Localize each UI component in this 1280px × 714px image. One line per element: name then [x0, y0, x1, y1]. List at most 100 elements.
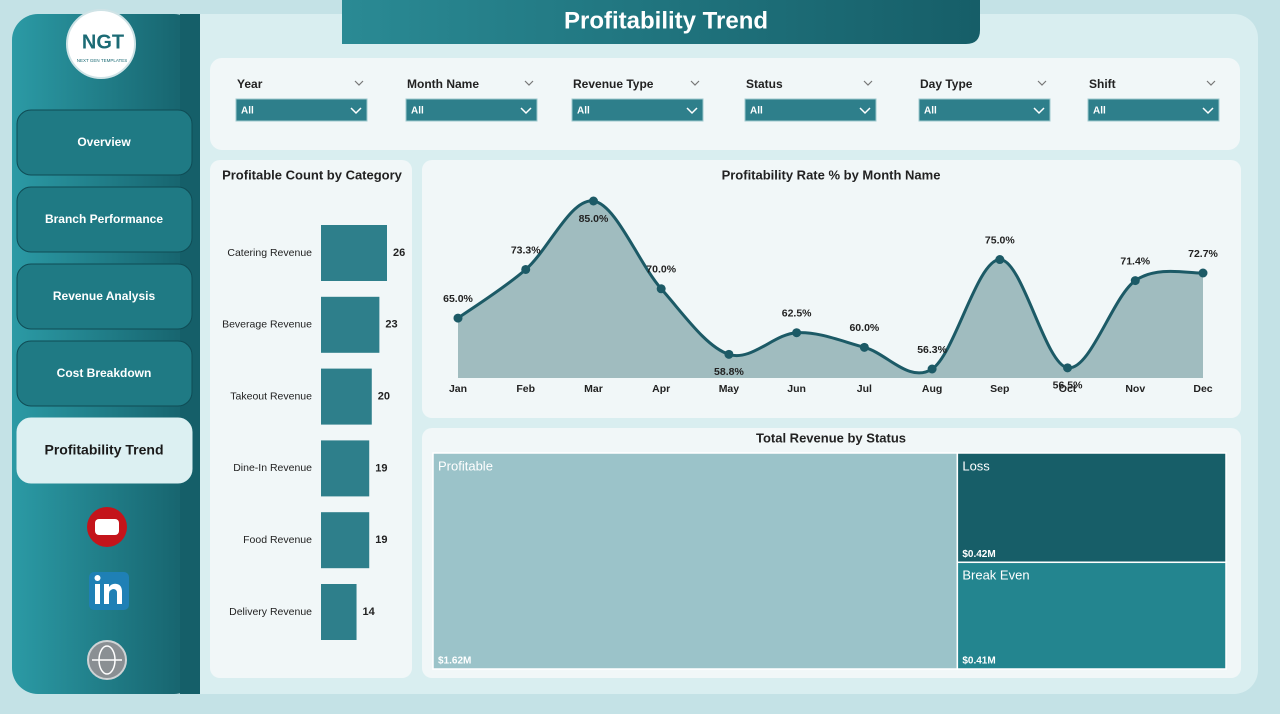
filter-dropdown[interactable] [918, 98, 1051, 122]
header-tab [342, 0, 980, 44]
filter-panel [210, 58, 1240, 150]
filter-chevron [1037, 80, 1047, 86]
data-label: 56.5% [1053, 380, 1083, 392]
point [656, 284, 666, 294]
category-label: Dine-In Revenue [233, 462, 312, 474]
x-tick-label: Nov [1125, 383, 1145, 395]
treemap-tile [432, 452, 959, 670]
tile-value: $1.62M [438, 656, 471, 667]
area [458, 200, 1203, 378]
point [724, 349, 734, 359]
x-tick-label: Dec [1193, 383, 1212, 395]
point [1130, 276, 1140, 286]
filter-value[interactable]: All [577, 106, 590, 117]
filter-dropdown[interactable] [405, 98, 538, 122]
point [521, 264, 531, 274]
filter-dropdown[interactable] [744, 98, 877, 122]
treemap-tile [956, 452, 1227, 564]
nav-label[interactable]: Cost Breakdown [57, 366, 152, 380]
filter-label: Shift [1089, 77, 1116, 91]
x-tick-label: Feb [516, 383, 535, 395]
x-tick-label: Aug [922, 383, 942, 395]
point [927, 364, 937, 374]
filter-label: Status [746, 77, 783, 91]
bar [321, 584, 357, 640]
filter-value[interactable]: All [1093, 106, 1106, 117]
nav-button[interactable] [16, 340, 193, 407]
point [588, 196, 598, 206]
filter-label: Revenue Type [573, 77, 654, 91]
linkedin-icon-dot [94, 575, 101, 581]
chart-title: Profitable Count by Category [222, 167, 403, 182]
point [995, 255, 1005, 265]
filter-dropdown[interactable] [1087, 98, 1220, 122]
nav-button[interactable] [16, 109, 193, 176]
point [1063, 363, 1073, 373]
data-label: 72.7% [1188, 248, 1218, 260]
filter-chevron [863, 80, 873, 86]
data-label: 19 [375, 534, 387, 546]
filter-value[interactable]: All [924, 106, 937, 117]
bar [321, 368, 372, 425]
nav-button[interactable] [16, 417, 193, 484]
x-tick-label: May [719, 383, 740, 395]
filter-chevron [1206, 80, 1216, 86]
nav-button[interactable] [16, 186, 193, 253]
filter-dropdown[interactable] [571, 98, 704, 122]
nav-button[interactable] [16, 263, 193, 330]
tile-label: Profitable [438, 458, 493, 473]
nav-label[interactable]: Profitability Trend [44, 442, 163, 458]
filter-value[interactable]: All [411, 106, 424, 117]
x-tick-label: Apr [652, 383, 670, 395]
page-title: Profitability Trend [564, 7, 768, 34]
bar [321, 296, 380, 353]
nav-label[interactable]: Overview [77, 135, 131, 149]
logo [66, 9, 136, 79]
data-label: 85.0% [579, 213, 609, 225]
linkedin-icon-mark [95, 584, 100, 604]
filter-arrow [686, 107, 698, 115]
x-tick-label: Jul [857, 383, 872, 395]
nav-label[interactable]: Revenue Analysis [53, 289, 156, 303]
data-label: 58.8% [714, 366, 744, 378]
x-tick-label: Sep [990, 383, 1009, 395]
bar [321, 512, 370, 569]
filter-arrow [1202, 107, 1214, 115]
chart-title: Total Revenue by Status [756, 430, 906, 445]
filter-dropdown[interactable] [235, 98, 368, 122]
category-label: Takeout Revenue [230, 390, 312, 402]
nav-label[interactable]: Branch Performance [45, 212, 163, 226]
tile-label: Loss [962, 458, 990, 473]
filter-chevron [354, 80, 364, 86]
data-label: 20 [378, 391, 390, 403]
point [859, 342, 869, 352]
category-label: Beverage Revenue [222, 319, 312, 331]
filter-label: Year [237, 77, 263, 91]
data-label: 19 [375, 462, 387, 474]
tile-value: $0.41M [962, 656, 995, 667]
x-tick-label: Mar [584, 383, 603, 395]
data-label: 71.4% [1120, 255, 1150, 267]
filter-chevron [690, 80, 700, 86]
data-label: 56.3% [917, 344, 947, 356]
tile-value: $0.42M [962, 549, 995, 560]
category-label: Catering Revenue [227, 247, 312, 259]
filter-value[interactable]: All [241, 106, 254, 117]
category-label: Delivery Revenue [229, 606, 312, 618]
chart-title: Profitability Rate % by Month Name [722, 167, 941, 182]
filter-arrow [350, 107, 362, 115]
tile-label: Break Even [962, 568, 1029, 583]
data-label: 60.0% [849, 322, 879, 334]
x-tick-label: Jan [449, 383, 467, 395]
bar [321, 440, 370, 497]
filter-arrow [859, 107, 871, 115]
data-label: 65.0% [443, 293, 473, 305]
data-label: 23 [385, 319, 397, 331]
data-label: 62.5% [782, 307, 812, 319]
filter-label: Day Type [920, 77, 973, 91]
filter-arrow [520, 107, 532, 115]
filter-arrow [1033, 107, 1045, 115]
filter-value[interactable]: All [750, 106, 763, 117]
x-tick-label: Jun [787, 383, 806, 395]
